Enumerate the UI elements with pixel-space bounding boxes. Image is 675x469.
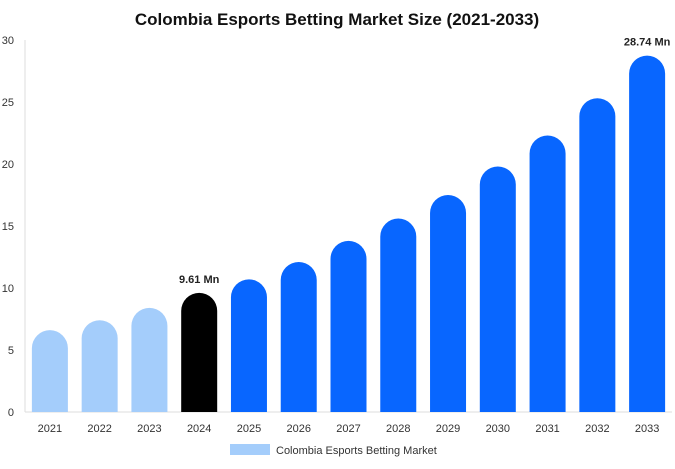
bar-2023[interactable]: [131, 307, 168, 412]
x-tick-label: 2032: [585, 423, 609, 435]
bar-2024[interactable]: [181, 292, 218, 412]
legend-label[interactable]: Colombia Esports Betting Market: [276, 445, 437, 457]
y-tick-label: 10: [2, 283, 14, 295]
data-label-2024: 9.61 Mn: [179, 274, 220, 286]
bar-2026[interactable]: [280, 261, 317, 412]
x-axis: 2021 2022 2023 2024 2025 2026 2027 2028 2029 2030…: [25, 411, 672, 435]
x-tick-label: 2023: [137, 423, 161, 435]
y-tick-label: 30: [2, 35, 14, 47]
x-tick-label: 2033: [635, 423, 659, 435]
data-labels: 9.61 Mn 28.74 Mn: [179, 37, 671, 286]
y-tick-label: 5: [8, 345, 14, 357]
x-tick-label: 2027: [336, 423, 360, 435]
bar-2029[interactable]: [430, 195, 467, 412]
y-tick-label: 25: [2, 97, 14, 109]
chart-title: Colombia Esports Betting Market Size (20…: [135, 10, 539, 29]
x-tick-label: 2029: [436, 423, 460, 435]
y-axis: 0 5 10 15 20 25 30: [2, 35, 26, 419]
bar-2030[interactable]: [479, 166, 516, 412]
bar-2022[interactable]: [81, 320, 118, 412]
bar-2021[interactable]: [31, 330, 68, 412]
x-tick-label: 2021: [38, 423, 62, 435]
bar-2027[interactable]: [330, 240, 367, 412]
y-tick-label: 0: [8, 407, 14, 419]
legend-swatch[interactable]: [230, 444, 270, 455]
x-tick-label: 2024: [187, 423, 211, 435]
x-tick-label: 2022: [87, 423, 111, 435]
bar-2031[interactable]: [529, 135, 566, 413]
legend[interactable]: Colombia Esports Betting Market: [230, 444, 437, 457]
y-tick-label: 15: [2, 221, 14, 233]
x-tick-label: 2028: [386, 423, 410, 435]
bars: [31, 55, 666, 413]
x-tick-label: 2026: [286, 423, 310, 435]
x-tick-label: 2030: [486, 423, 510, 435]
data-label-2033: 28.74 Mn: [624, 37, 671, 49]
y-tick-label: 20: [2, 159, 14, 171]
bar-2028[interactable]: [380, 218, 417, 412]
bar-2032[interactable]: [579, 98, 616, 412]
bar-2033[interactable]: [629, 55, 666, 413]
bar-2025[interactable]: [230, 279, 267, 412]
x-tick-label: 2031: [535, 423, 559, 435]
x-tick-label: 2025: [237, 423, 261, 435]
